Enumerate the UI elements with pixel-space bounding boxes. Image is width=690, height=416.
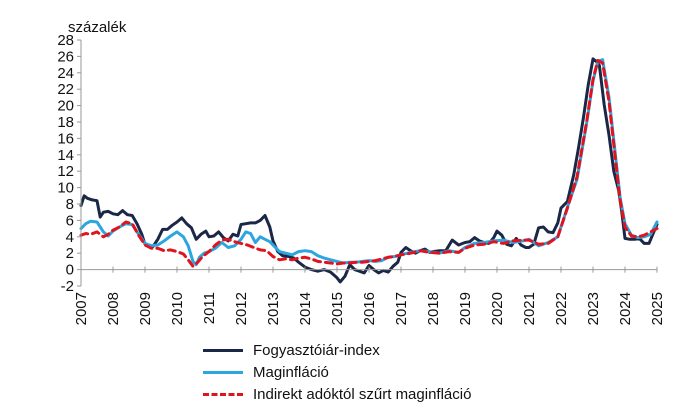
x-tick-label: 2019 [457,292,474,325]
legend-label-cpi: Fogyasztóiár-index [253,341,380,359]
y-tick-label: 4 [66,229,74,246]
x-tick-label: 2018 [425,292,442,325]
x-tick-label: 2021 [521,292,538,325]
y-tick-label: 18 [57,114,74,131]
y-tick-label: 24 [57,65,74,82]
x-tick-label: 2007 [73,292,90,325]
x-tick-label: 2023 [585,292,602,325]
y-tick-label: 6 [66,212,74,229]
y-tick-label: 12 [57,163,74,180]
y-tick-label: 16 [57,130,74,147]
x-tick-label: 2012 [233,292,250,325]
x-tick-label: 2013 [265,292,282,325]
x-tick-label: 2014 [297,292,314,325]
x-tick-label: 2011 [201,292,218,324]
x-tick-label: 2008 [105,292,122,325]
plot-area [79,57,659,284]
y-tick-label: 14 [57,147,74,164]
legend-swatch-core-tax-adjusted [203,392,243,396]
legend-swatch-cpi [203,348,243,352]
y-axis-unit-label: százalék [68,19,127,36]
legend-item-cpi: Fogyasztóiár-index [203,340,563,360]
x-tick-label: 2015 [329,292,346,325]
y-tick-label: 26 [57,48,74,65]
y-tick-label: -2 [61,278,74,295]
legend-label-core-tax-adjusted: Indirekt adóktól szűrt maginfláció [253,385,472,403]
legend-label-core: Maginfláció [253,363,329,381]
x-tick-label: 2009 [137,292,154,325]
y-tick-label: 20 [57,98,74,115]
x-tick-label: 2022 [553,292,570,325]
x-tick-label: 2016 [361,292,378,325]
series-line-fogyasztoiar-index [79,57,659,284]
legend-swatch-core [203,370,243,374]
legend-item-core-tax-adjusted: Indirekt adóktól szűrt maginfláció [203,384,563,404]
x-tick-label: 2017 [393,292,410,325]
x-tick-label: 2020 [489,292,506,325]
y-tick-label: 28 [57,32,74,49]
series-line-indirekt-adoktol-szurt-maginflacio [79,59,659,268]
y-tick-label: 22 [57,81,74,98]
y-tick-label: 2 [66,245,74,262]
x-tick-label: 2024 [617,292,634,325]
y-tick-label: 8 [66,196,74,213]
x-tick-label: 2010 [169,292,186,325]
y-tick-label: 0 [66,262,74,279]
x-tick-label: 2025 [649,292,666,325]
x-tick-labels: 2007 2008 2009 2010 2011 2012 2013 2014 2015 2016… [73,266,666,325]
legend-item-core: Maginfláció [203,362,563,382]
series-line-maginflacio [79,58,659,267]
legend: Fogyasztóiár-index Maginfláció Indirekt … [203,340,563,406]
y-tick-label: 10 [57,180,74,197]
